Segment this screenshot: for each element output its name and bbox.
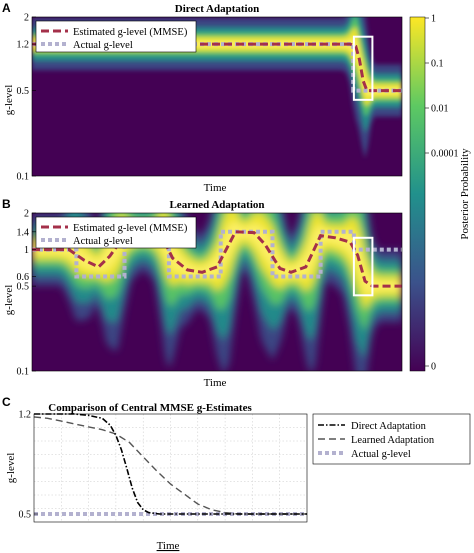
panel-b-ylabel: g-level — [3, 285, 15, 316]
panel-b-highlight-box — [352, 236, 374, 297]
panel-c-ytick-label: 1.2 — [19, 410, 32, 421]
panel-letter-c: C — [2, 395, 11, 409]
panel-c-frame — [33, 413, 308, 523]
panel-c-legend-box — [312, 413, 471, 465]
panel-b-title: Learned Adaptation — [169, 199, 264, 211]
panel-b-ytick-label: 1 — [24, 245, 29, 256]
panel-b-ytick-label: 0.5 — [17, 282, 30, 293]
panel-b-xlabel: Time — [204, 377, 227, 389]
panel-a: Direct Adaptation 2 1.2 0.5 0.1 g-level Tim… — [3, 3, 403, 194]
colorbar-tick-label: 0.0001 — [431, 149, 459, 160]
panel-b-frame — [31, 212, 403, 372]
panel-c-xlabel: Time — [157, 540, 180, 552]
panel-a-legend-actual-label: Actual g-level — [73, 40, 133, 51]
panel-b-ytick-label: 0.1 — [17, 367, 30, 378]
panel-a-ylabel: g-level — [3, 85, 15, 116]
panel-c-ytick-label: 0.5 — [19, 510, 32, 521]
panel-b: Learned Adaptation 2 1.4 1 0.60.5 0.1 g-leve… — [3, 199, 403, 389]
panel-c: Comparison of Central MMSE g-Estimates 1… — [5, 402, 471, 552]
panel-b-legend-estimated-label: Estimated g-level (MMSE) — [73, 223, 188, 234]
colorbar-label: Posterior Probability — [459, 148, 471, 240]
colorbar-gradient — [409, 16, 426, 372]
panel-a-legend: Estimated g-level (MMSE) Actual g-level — [35, 20, 197, 53]
panel-c-legend-actual-label: Actual g-level — [351, 449, 411, 460]
panel-b-ytick-label: 0.6 — [17, 272, 30, 283]
panel-c-direct-line — [34, 413, 307, 515]
panel-letter-a: A — [2, 1, 11, 15]
colorbar-tick-label: 0.01 — [431, 104, 449, 115]
panel-c-ylabel: g-level — [5, 453, 17, 484]
panel-a-frame — [31, 16, 403, 177]
panel-a-ytick-label: 1.2 — [17, 40, 30, 51]
panel-b-ytick-label: 1.4 — [17, 227, 30, 238]
panel-a-highlight-box — [352, 35, 374, 101]
panel-b-legend: Estimated g-level (MMSE) Actual g-level — [35, 216, 197, 249]
panel-letter-b: B — [2, 197, 11, 211]
panel-a-xlabel: Time — [204, 182, 227, 194]
panel-c-title: Comparison of Central MMSE g-Estimates — [48, 402, 252, 414]
panel-a-legend-box — [35, 20, 197, 53]
panel-c-legend: Direct Adaptation Learned Adaptation Act… — [312, 413, 471, 465]
panel-a-ytick-label: 2 — [24, 13, 29, 24]
panel-a-ytick-label: 0.1 — [17, 172, 30, 183]
panel-a-legend-estimated-label: Estimated g-level (MMSE) — [73, 27, 188, 38]
panel-b-actual-line — [32, 229, 402, 279]
panel-b-estimated-line — [32, 230, 402, 288]
panel-b-legend-box — [35, 216, 197, 249]
panel-a-title: Direct Adaptation — [175, 3, 259, 15]
panel-b-ytick-label: 2 — [24, 209, 29, 220]
panel-c-legend-direct-label: Direct Adaptation — [351, 421, 427, 432]
colorbar-tick-label: 0.1 — [431, 59, 444, 70]
panel-a-ytick-label: 0.5 — [17, 86, 30, 97]
panel-c-legend-learned-label: Learned Adaptation — [351, 435, 435, 446]
panel-c-grid — [34, 414, 307, 522]
colorbar-tick-label: 0 — [431, 362, 436, 373]
colorbar-tick-label: 1 — [431, 14, 436, 25]
panel-b-legend-actual-label: Actual g-level — [73, 236, 133, 247]
colorbar: 1 0.1 0.01 0.0001 0 Posterior Probability — [409, 14, 471, 373]
